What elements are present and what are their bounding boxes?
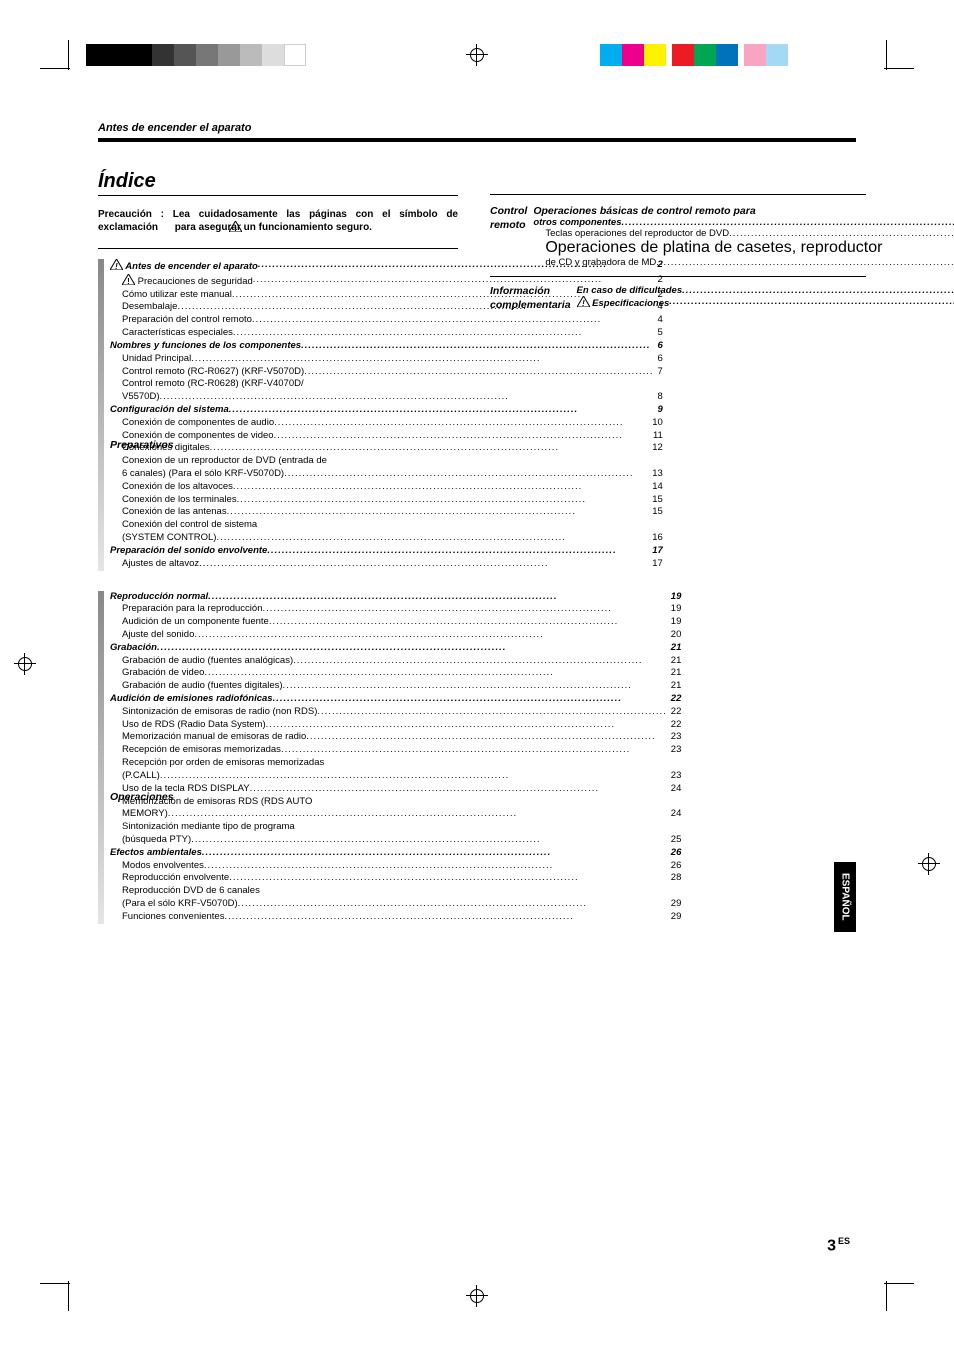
color-swatch [600,44,622,66]
gray-swatch [240,44,262,66]
page-number: 3ES [827,1236,850,1255]
toc-entry: Preparación del sonido envolvente17 [110,545,663,558]
page-content: Antes de encender el aparato Índice Prec… [98,122,856,1265]
toc-entry: Grabación21 [110,642,681,655]
caution-text: Precaución : Lea cuidadosamente las pági… [98,208,458,234]
toc-entry: Ajuste del sonido20 [122,629,681,642]
color-swatch [622,44,644,66]
gray-swatch [130,44,152,66]
toc-entry: Recepción de emisoras memorizadas23 [122,744,681,757]
color-swatch [644,44,666,66]
gray-swatch [174,44,196,66]
toc-entry: Modos envolventes26 [122,860,681,873]
toc-entry: Teclas operaciones del reproductor de DV… [545,228,954,239]
toc-entry: Operaciones básicas de control remoto pa… [533,205,954,228]
grayscale-swatches [86,44,306,66]
toc-entry: Sintonización de emisoras de radio (non … [122,706,681,719]
color-swatch [672,44,694,66]
toc-entry: Grabación de audio (fuentes digitales)21 [122,680,681,693]
toc-entry: Reproducción envolvente28 [122,872,681,885]
svg-text:!: ! [234,224,237,232]
language-tab: ESPAÑOL [834,862,856,932]
toc-entry: Conexión de componentes de video11 [122,430,663,443]
toc-entry: ! Precauciones de seguridad2 [122,274,663,289]
toc-entry: ! Antes de encender el aparato2 [110,259,663,274]
color-swatch [766,44,788,66]
toc-entry: Preparación para la reproducción19 [122,603,681,616]
toc-entry: Uso de RDS (Radio Data System)22 [122,719,681,732]
gray-swatch [86,44,108,66]
color-swatches [600,44,788,66]
page-title: Índice [98,170,458,193]
toc-entry: Conexión de los altavoces14 [122,481,663,494]
gray-swatch [284,44,306,66]
gray-swatch [218,44,240,66]
toc-section: OperacionesReproducción normal19Preparac… [98,591,458,924]
toc-entry: Funciones convenientes29 [122,911,681,924]
toc-entry: Uso de la tecla RDS DISPLAY24 [122,783,681,796]
toc-entry: Audición de emisiones radiofónicas22 [110,693,681,706]
toc-entry: Control remoto (RC-R0627) (KRF-V5070D)7 [122,366,663,379]
toc-entry: Conexiones digitales12 [122,442,663,455]
toc-entry: Nombres y funciones de los componentes6 [110,340,663,353]
toc-entry: Reproducción DVD de 6 canales(Para el só… [122,885,681,911]
toc-entry: Desembalaje4 [122,301,663,314]
crop-bottom-left [40,1281,70,1311]
crop-bottom-right [884,1281,914,1311]
toc-entry: Ajustes de altavoz17 [122,558,663,571]
reg-mark-right [918,853,940,875]
column-left: Índice Precaución : Lea cuidadosamente l… [98,170,458,924]
toc-entry: Cómo utilizar este manual2 [122,289,663,302]
reg-mark-top [466,44,488,66]
reg-mark-left [14,653,36,675]
toc-entry: Preparación del control remoto4 [122,314,663,327]
svg-text:!: ! [115,262,118,270]
gray-swatch [196,44,218,66]
toc-entry: Grabación de video21 [122,667,681,680]
toc-entry: Grabación de audio (fuentes analógicas)2… [122,655,681,668]
columns: Índice Precaución : Lea cuidadosamente l… [98,170,856,924]
toc-entry: Conexión del control de sistema(SYSTEM C… [122,519,663,545]
toc-entry: Audición de un componente fuente19 [122,616,681,629]
gray-swatch [262,44,284,66]
toc-entry: Recepción por orden de emisoras memoriza… [122,757,681,783]
toc-entry: Control remoto (RC-R0628) (KRF-V4070D/V5… [122,378,663,404]
crop-top-left [40,40,70,70]
toc-entry: Memorización manual de emisoras de radio… [122,731,681,744]
warning-icon: ! [110,259,123,274]
toc-entry: Memorización de emisoras RDS (RDS AUTOME… [122,796,681,822]
toc-entry: Unidad Principal6 [122,353,663,366]
color-swatch [716,44,738,66]
toc-entry: Conexión de los terminales15 [122,494,663,507]
toc-entry: Reproducción normal19 [110,591,681,604]
toc-entry: Configuración del sistema9 [110,404,663,417]
color-swatch [744,44,766,66]
toc-entries: Reproducción normal19Preparación para la… [110,591,681,924]
crop-top-right [884,40,914,70]
color-swatch [694,44,716,66]
warning-icon: ! [122,274,135,289]
gray-swatch [108,44,130,66]
warning-icon: ! [229,221,242,235]
running-header: Antes de encender el aparato [98,122,856,134]
toc-entries: ! Antes de encender el aparato2! Precauc… [110,259,663,571]
gray-swatch [152,44,174,66]
svg-text:!: ! [127,277,130,285]
reg-mark-bottom [466,1285,488,1307]
toc-entry: Conexión de las antenas15 [122,506,663,519]
toc-entry: Características especiales5 [122,327,663,340]
toc-entry: Conexión de componentes de audio10 [122,417,663,430]
toc-entry: Conexion de un reproductor de DVD (entra… [122,455,663,481]
toc-entry: Sintonización mediante tipo de programa(… [122,821,681,847]
toc-entry: Efectos ambientales26 [110,847,681,860]
toc-section: Preparativos! Antes de encender el apara… [98,259,458,571]
